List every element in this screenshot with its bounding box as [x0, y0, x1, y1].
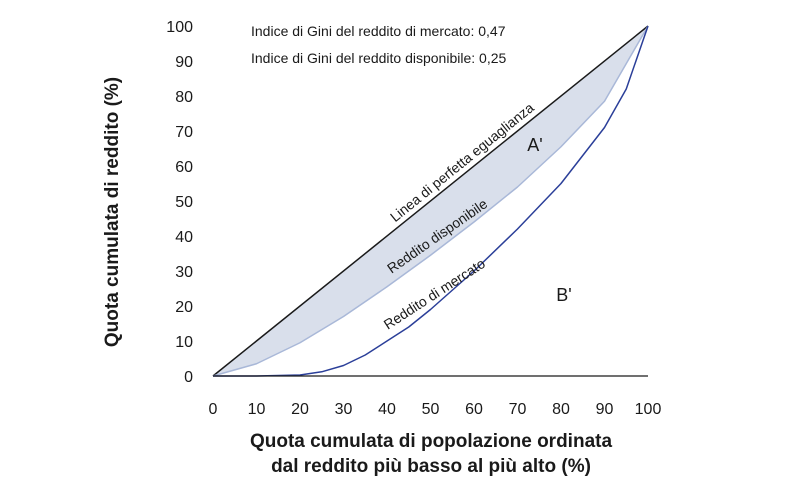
area-label-a: A' — [527, 135, 542, 155]
y-tick-label: 40 — [175, 229, 193, 246]
y-tick-label: 0 — [184, 369, 193, 386]
area-label-b: B' — [556, 285, 571, 305]
x-tick-label: 50 — [422, 401, 440, 418]
y-tick-label: 60 — [175, 159, 193, 176]
x-axis-ticks: 0 10 20 30 40 50 60 70 80 90 100 — [209, 401, 662, 418]
x-tick-label: 70 — [509, 401, 527, 418]
x-tick-label: 40 — [378, 401, 396, 418]
gini-market-annotation: Indice di Gini del reddito di mercato: 0… — [251, 23, 506, 39]
x-tick-label: 20 — [291, 401, 309, 418]
y-tick-label: 80 — [175, 89, 193, 106]
y-axis-ticks: 0 10 20 30 40 50 60 70 80 90 100 — [166, 19, 193, 386]
x-tick-label: 60 — [465, 401, 483, 418]
series-line-reddito-disponibile — [212, 25, 649, 377]
series-line-reddito-di-mercato — [213, 25, 649, 377]
gini-disposable-annotation: Indice di Gini del reddito disponibile: … — [251, 50, 506, 66]
y-tick-label: 30 — [175, 264, 193, 281]
x-tick-label: 30 — [335, 401, 353, 418]
y-tick-label: 90 — [175, 54, 193, 71]
x-tick-label: 100 — [635, 401, 662, 418]
y-axis-title: Quota cumulata di reddito (%) — [102, 77, 123, 347]
x-axis-title-line2: dal reddito più basso al più alto (%) — [271, 456, 591, 477]
x-tick-label: 90 — [596, 401, 614, 418]
x-tick-label: 10 — [248, 401, 266, 418]
y-tick-label: 10 — [175, 334, 193, 351]
y-tick-label: 100 — [166, 19, 193, 36]
series-line-linea-di-perfetta-eguaglianza — [212, 25, 649, 377]
x-tick-label: 0 — [209, 401, 218, 418]
series-layer — [212, 25, 649, 377]
y-tick-label: 50 — [175, 194, 193, 211]
x-tick-label: 80 — [552, 401, 570, 418]
y-tick-label: 20 — [175, 299, 193, 316]
y-tick-label: 70 — [175, 124, 193, 141]
x-axis-title-line1: Quota cumulata di popolazione ordinata — [250, 431, 613, 452]
